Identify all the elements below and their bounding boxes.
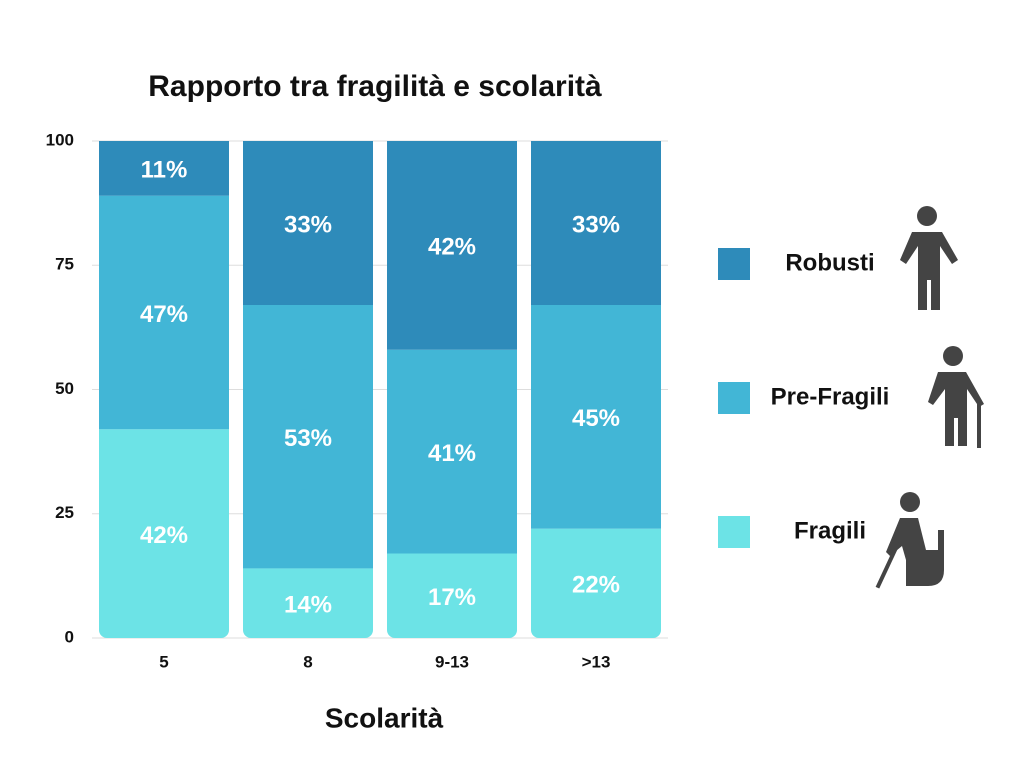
- x-tick-label: >13: [582, 652, 611, 671]
- y-tick-label: 0: [65, 627, 74, 646]
- bar-segment: [243, 141, 373, 306]
- legend-label: Robusti: [785, 249, 874, 276]
- bar-segment: [531, 141, 661, 306]
- value-label: 45%: [572, 405, 620, 432]
- legend-swatch: [718, 382, 750, 414]
- value-label: 33%: [284, 211, 332, 238]
- bar-segment: [99, 141, 229, 196]
- value-label: 41%: [428, 440, 476, 467]
- bar-segment: [531, 528, 661, 638]
- x-tick-label: 8: [303, 652, 312, 671]
- bar-segment: [387, 349, 517, 554]
- legend-swatch: [718, 248, 750, 280]
- y-tick-label: 50: [55, 379, 74, 398]
- bar-segment: [531, 305, 661, 529]
- value-label: 42%: [428, 234, 476, 261]
- bar-segment: [387, 553, 517, 638]
- value-label: 22%: [572, 572, 620, 599]
- value-label: 17%: [428, 584, 476, 611]
- bar-segment: [387, 141, 517, 350]
- bar-group: [387, 141, 517, 638]
- bar-group: [243, 141, 373, 638]
- bar-group: [531, 141, 661, 638]
- bar-segment: [243, 568, 373, 638]
- chart-title: Rapporto tra fragilità e scolarità: [148, 70, 602, 103]
- icon-seated: [875, 492, 944, 589]
- legend-label: Fragili: [794, 517, 866, 544]
- icon-cane: [928, 346, 984, 448]
- x-tick-label: 9-13: [435, 652, 469, 671]
- bar-group: [99, 141, 229, 638]
- x-tick-label: 5: [159, 652, 168, 671]
- value-label: 11%: [141, 157, 188, 184]
- icon-standing: [900, 206, 958, 310]
- bar-segment: [99, 429, 229, 638]
- legend-swatch: [718, 516, 750, 548]
- value-label: 33%: [572, 211, 620, 238]
- bar-segment: [99, 195, 229, 430]
- legend-icons: [875, 206, 984, 589]
- y-tick-label: 100: [46, 130, 74, 149]
- value-label: 42%: [140, 522, 188, 549]
- bar-segment: [243, 305, 373, 569]
- value-label: 14%: [284, 592, 332, 619]
- y-tick-label: 75: [55, 255, 74, 274]
- value-label: 47%: [140, 301, 188, 328]
- legend-label: Pre-Fragili: [771, 383, 890, 410]
- y-tick-label: 25: [55, 503, 74, 522]
- x-axis-title: Scolarità: [325, 702, 444, 733]
- value-label: 53%: [284, 425, 332, 452]
